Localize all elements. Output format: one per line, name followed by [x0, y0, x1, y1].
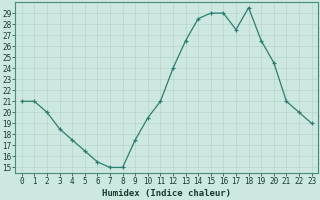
X-axis label: Humidex (Indice chaleur): Humidex (Indice chaleur) [102, 189, 231, 198]
